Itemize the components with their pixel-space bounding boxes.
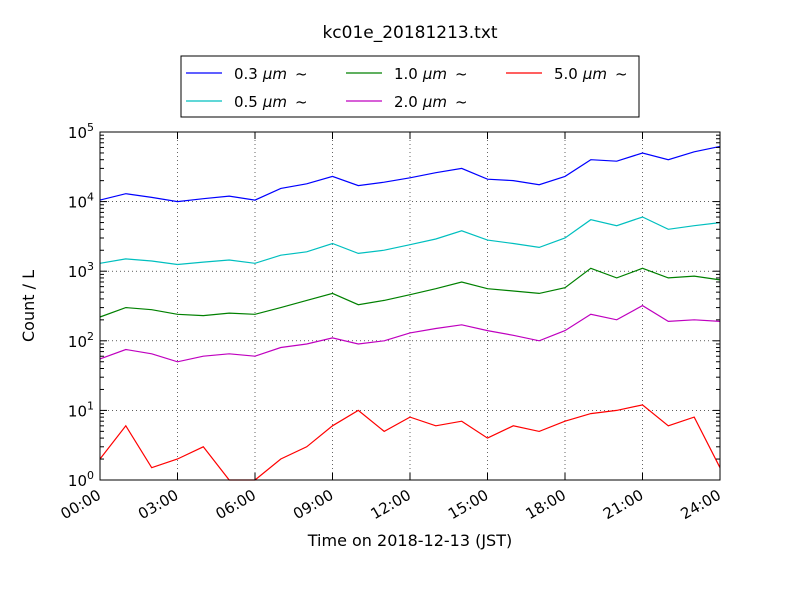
y-tick-base: 10 (68, 472, 87, 490)
legend: 0.3 μm ~0.5 μm ~1.0 μm ~2.0 μm ~5.0 μm ~ (180, 55, 640, 118)
legend-label: 5.0 μm ~ (554, 65, 628, 83)
y-tick-exponent: 4 (87, 191, 94, 204)
legend-unit: μm (262, 65, 287, 83)
legend-unit: μm (582, 65, 607, 83)
y-tick-label: 100 (68, 469, 94, 490)
series-line-5-0 (99, 404, 721, 481)
y-tick-label: 102 (68, 330, 94, 351)
x-tick-label: 06:00 (213, 486, 259, 523)
y-tick-exponent: 1 (87, 399, 94, 412)
x-tick-label: 12:00 (368, 486, 414, 523)
y-tick-exponent: 0 (87, 469, 94, 482)
x-tick-label: 18:00 (523, 486, 569, 523)
series-line-1-0 (99, 267, 721, 318)
y-tick-base: 10 (68, 402, 87, 420)
y-tick-label: 105 (68, 121, 94, 142)
legend-suffix: ~ (295, 93, 308, 111)
y-tick-base: 10 (68, 194, 87, 212)
legend-suffix: ~ (455, 65, 468, 83)
y-tick-exponent: 3 (87, 260, 94, 273)
grid (100, 132, 720, 480)
legend-box (180, 55, 640, 118)
legend-label: 0.5 μm ~ (234, 93, 308, 111)
y-tick-label: 104 (68, 191, 94, 212)
y-tick-exponent: 2 (87, 330, 94, 343)
axis-ticks (99, 131, 721, 481)
legend-size: 5.0 (554, 65, 578, 83)
legend-label: 2.0 μm ~ (394, 93, 468, 111)
legend-suffix: ~ (615, 65, 628, 83)
series-line-0-5 (99, 216, 721, 266)
x-tick-label: 03:00 (135, 486, 181, 523)
x-tick-label: 21:00 (600, 486, 646, 523)
legend-unit: μm (262, 93, 287, 111)
legend-size: 0.3 (234, 65, 258, 83)
legend-suffix: ~ (295, 65, 308, 83)
y-axis-label: Count / L (19, 270, 38, 342)
x-tick-label: 15:00 (445, 486, 491, 523)
series-line-2-0 (99, 304, 721, 363)
x-tick-label: 00:00 (58, 486, 104, 523)
y-tick-label: 101 (68, 399, 94, 420)
legend-size: 0.5 (234, 93, 258, 111)
series-line-0-3 (99, 145, 721, 203)
y-tick-base: 10 (68, 263, 87, 281)
x-tick-label: 24:00 (678, 486, 724, 523)
legend-unit: μm (422, 93, 447, 111)
y-tick-base: 10 (68, 333, 87, 351)
y-tick-base: 10 (68, 124, 87, 142)
x-tick-label: 09:00 (290, 486, 336, 523)
legend-unit: μm (422, 65, 447, 83)
y-tick-exponent: 5 (87, 121, 94, 134)
legend-size: 2.0 (394, 93, 418, 111)
legend-label: 1.0 μm ~ (394, 65, 468, 83)
chart-title: kc01e_20181213.txt (322, 23, 497, 43)
legend-label: 0.3 μm ~ (234, 65, 308, 83)
x-axis-label: Time on 2018-12-13 (JST) (307, 531, 512, 550)
series-lines (99, 145, 721, 481)
legend-size: 1.0 (394, 65, 418, 83)
y-tick-label: 103 (68, 260, 94, 281)
legend-suffix: ~ (455, 93, 468, 111)
